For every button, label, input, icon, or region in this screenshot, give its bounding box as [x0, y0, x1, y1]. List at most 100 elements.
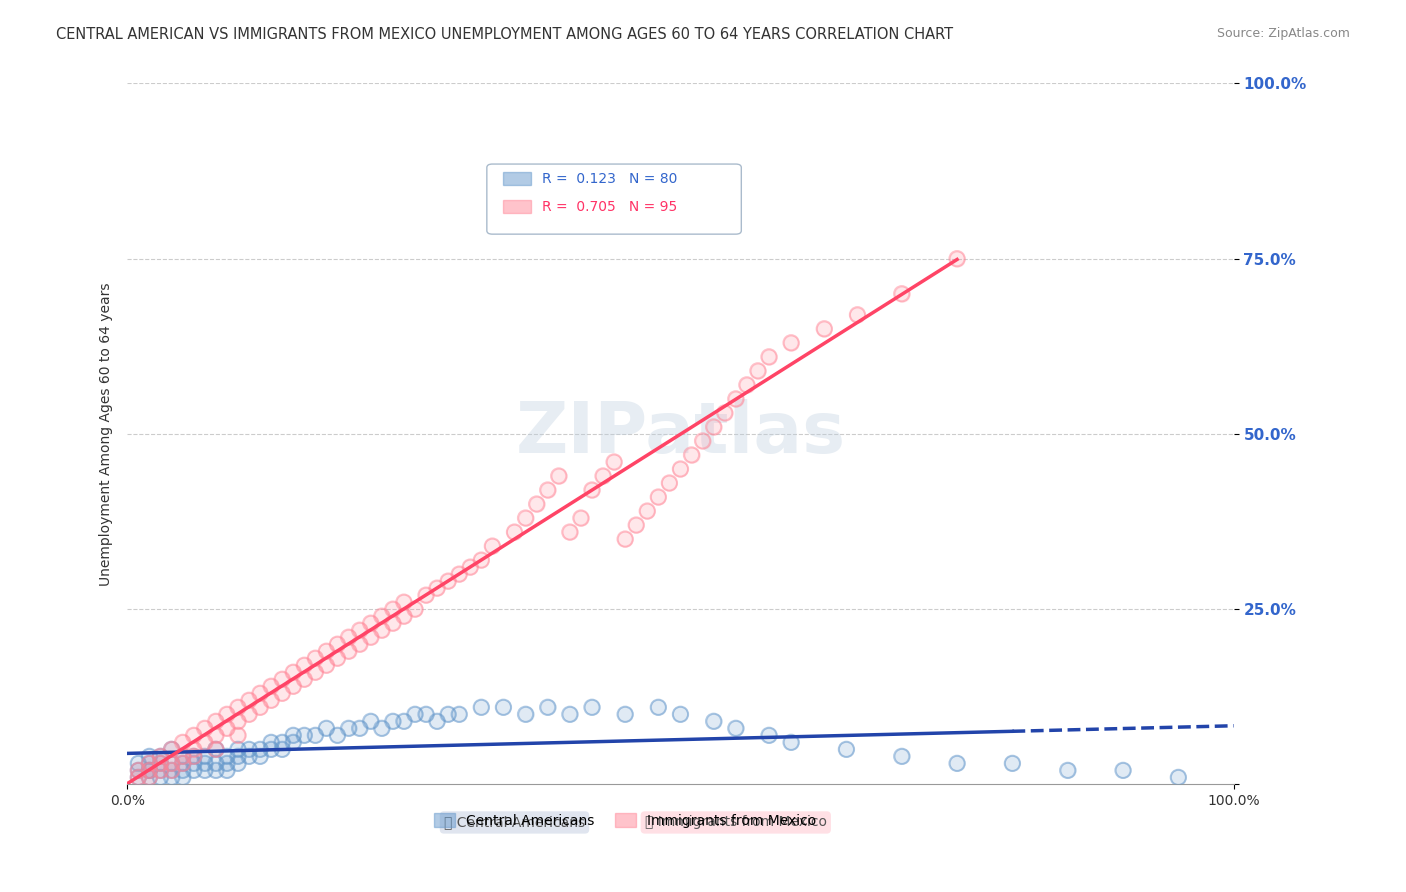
Point — [890, 749, 912, 764]
Point — [1167, 771, 1189, 785]
Point — [426, 714, 449, 729]
Point — [292, 728, 315, 742]
Point — [404, 707, 426, 722]
Point — [470, 553, 492, 567]
Point — [890, 749, 912, 764]
Point — [238, 693, 260, 707]
Point — [194, 749, 217, 764]
Point — [127, 771, 149, 785]
Point — [160, 764, 183, 778]
Point — [558, 707, 581, 722]
Point — [226, 749, 249, 764]
Point — [249, 749, 271, 764]
Point — [624, 518, 647, 533]
Point — [172, 749, 194, 764]
Point — [946, 252, 969, 266]
Point — [1112, 764, 1135, 778]
Point — [703, 714, 725, 729]
Point — [238, 707, 260, 722]
Text: ⬜ Central Americans: ⬜ Central Americans — [444, 815, 585, 830]
Point — [149, 756, 172, 771]
Point — [172, 749, 194, 764]
Point — [415, 707, 437, 722]
Point — [581, 483, 603, 497]
Point — [215, 722, 238, 736]
Point — [149, 749, 172, 764]
Point — [703, 420, 725, 434]
Point — [558, 524, 581, 539]
Point — [449, 567, 471, 582]
Point — [249, 686, 271, 700]
Point — [537, 483, 560, 497]
Point — [492, 217, 515, 231]
Point — [747, 364, 769, 378]
Point — [614, 707, 637, 722]
Point — [890, 286, 912, 301]
Point — [260, 679, 283, 693]
Point — [437, 574, 460, 588]
Point — [149, 749, 172, 764]
Point — [636, 504, 658, 518]
Point — [204, 764, 226, 778]
Point — [813, 322, 835, 336]
Point — [1056, 764, 1078, 778]
Point — [758, 728, 780, 742]
Point — [149, 771, 172, 785]
Point — [238, 749, 260, 764]
Point — [415, 588, 437, 602]
Point — [381, 714, 404, 729]
Point — [127, 764, 149, 778]
Point — [724, 392, 747, 406]
Point — [592, 469, 614, 483]
Point — [481, 539, 503, 553]
Point — [470, 700, 492, 714]
Point — [349, 637, 371, 651]
Point — [149, 756, 172, 771]
Point — [392, 595, 415, 609]
Point — [526, 497, 548, 511]
Point — [260, 742, 283, 756]
Point — [194, 764, 217, 778]
Point — [215, 756, 238, 771]
Point — [492, 700, 515, 714]
Point — [249, 742, 271, 756]
Point — [735, 377, 758, 392]
Point — [449, 567, 471, 582]
Point — [537, 700, 560, 714]
Point — [160, 742, 183, 756]
Point — [215, 749, 238, 764]
Point — [381, 602, 404, 616]
Point — [492, 700, 515, 714]
Point — [349, 722, 371, 736]
Point — [946, 756, 969, 771]
Point — [304, 665, 326, 680]
Point — [283, 728, 305, 742]
Point — [160, 742, 183, 756]
Point — [183, 749, 205, 764]
Point — [172, 756, 194, 771]
Point — [326, 728, 349, 742]
Point — [426, 714, 449, 729]
Point — [515, 511, 537, 525]
Point — [172, 735, 194, 749]
Point — [138, 756, 160, 771]
Point — [780, 735, 803, 749]
Point — [204, 742, 226, 756]
Point — [183, 756, 205, 771]
Point — [271, 735, 294, 749]
Point — [404, 707, 426, 722]
Point — [226, 756, 249, 771]
Point — [581, 700, 603, 714]
Point — [392, 595, 415, 609]
Point — [160, 756, 183, 771]
Point — [692, 434, 714, 448]
Text: ZIPatlas: ZIPatlas — [516, 400, 845, 468]
Point — [271, 686, 294, 700]
Point — [215, 749, 238, 764]
Point — [149, 764, 172, 778]
Point — [515, 707, 537, 722]
Point — [946, 756, 969, 771]
Point — [183, 756, 205, 771]
Point — [780, 335, 803, 350]
Point — [370, 623, 392, 637]
